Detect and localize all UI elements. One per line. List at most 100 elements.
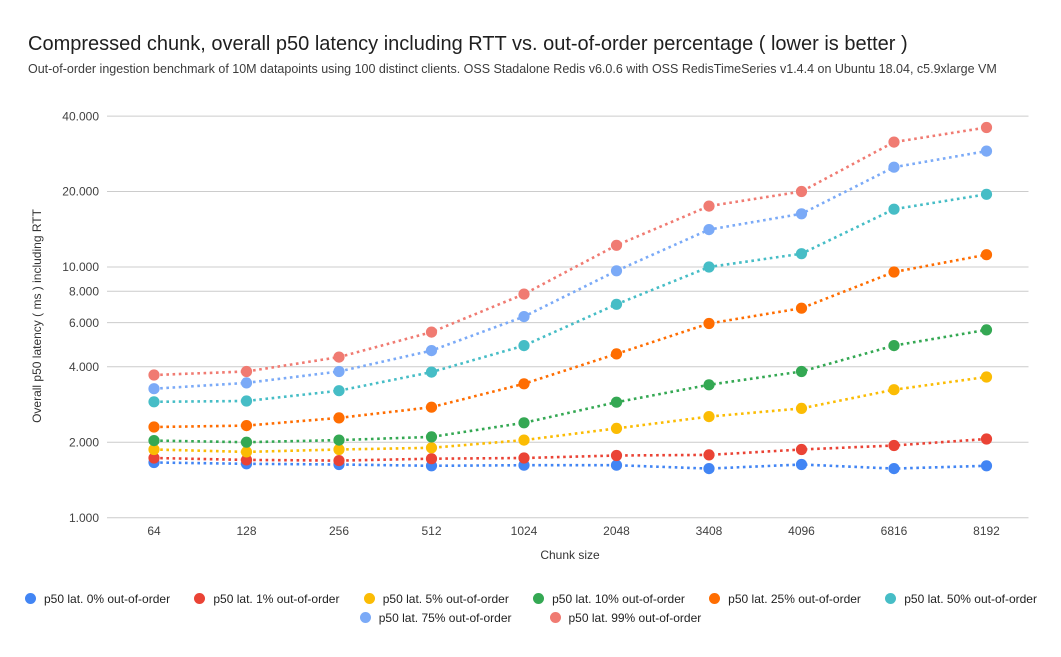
data-point [980, 433, 993, 445]
data-point [795, 248, 808, 260]
series-line-2 [153, 375, 987, 454]
latency-chart: 1.000 2.000 4.000 6.000 8.000 10.000 20.000 40.… [30, 109, 1029, 562]
series-line-7 [153, 126, 987, 377]
y-tick-label: 1.000 [69, 511, 99, 525]
data-point [610, 449, 623, 462]
data-point [795, 208, 808, 220]
legend-item-1: p50 lat. 1% out-of-order [194, 588, 339, 609]
y-tick-label: 6.000 [69, 316, 99, 330]
y-axis-title: Overall p50 latency ( ms ) including RTT [30, 208, 44, 423]
series-line-1 [153, 437, 987, 462]
data-point [240, 395, 253, 407]
data-point [980, 460, 993, 472]
legend-color-dot-icon [25, 593, 36, 604]
x-tick-label: 128 [236, 524, 256, 538]
data-point [703, 411, 715, 423]
data-point [795, 365, 808, 378]
data-point [333, 365, 345, 378]
data-point [980, 145, 993, 157]
data-point [333, 412, 345, 424]
x-tick-label: 2048 [603, 524, 630, 538]
data-point [333, 455, 345, 467]
legend-color-dot-icon [363, 593, 375, 604]
legend-item-6: p50 lat. 75% out-of-order [359, 607, 512, 628]
legend-label: p50 lat. 10% out-of-order [552, 591, 685, 606]
legend-label: p50 lat. 25% out-of-order [728, 591, 861, 606]
data-point [518, 417, 530, 429]
data-point [610, 422, 623, 434]
data-point [703, 449, 715, 461]
data-point [148, 443, 160, 456]
data-point [795, 185, 808, 198]
data-point [610, 239, 623, 251]
legend-color-dot-icon [359, 612, 371, 623]
data-point [703, 463, 715, 475]
series-line-3 [153, 328, 987, 444]
legend-label: p50 lat. 75% out-of-order [378, 610, 512, 625]
data-point [333, 385, 345, 397]
data-point [240, 420, 253, 432]
legend-color-dot-icon [885, 593, 897, 604]
data-point [240, 377, 253, 389]
data-point [980, 121, 993, 134]
legend-row-2: p50 lat. 75% out-of-order p50 lat. 99% ou… [0, 607, 1061, 628]
data-point [333, 443, 345, 456]
data-point [425, 442, 438, 454]
data-point [703, 224, 715, 236]
legend-label: p50 lat. 0% out-of-order [44, 591, 171, 606]
y-tick-label: 10.000 [62, 260, 99, 274]
legend-item-4: p50 lat. 25% out-of-order [709, 588, 861, 609]
data-point [148, 421, 160, 433]
data-point [703, 317, 715, 330]
data-point [240, 446, 253, 458]
data-point [888, 439, 900, 452]
x-tick-label: 256 [329, 524, 349, 538]
legend-label: p50 lat. 50% out-of-order [904, 591, 1037, 606]
data-point [795, 458, 808, 471]
legend-item-2: p50 lat. 5% out-of-order [363, 588, 509, 609]
data-point [148, 396, 160, 408]
data-point [518, 434, 530, 446]
data-point [980, 188, 993, 200]
data-point [518, 452, 530, 464]
data-point [518, 288, 530, 300]
data-point [148, 452, 160, 464]
y-tick-label: 2.000 [69, 435, 99, 449]
data-point [425, 401, 438, 413]
series-line-0 [153, 461, 987, 470]
data-point [518, 340, 530, 352]
legend-label: p50 lat. 1% out-of-order [213, 591, 340, 606]
data-point [425, 366, 438, 378]
x-tick-label: 8192 [973, 524, 1000, 538]
legend-label: p50 lat. 99% out-of-order [568, 610, 702, 625]
chart-subtitle: Out-of-order ingestion benchmark of 10M … [28, 62, 997, 76]
x-tick-label: 64 [147, 524, 161, 538]
data-point [888, 266, 900, 278]
data-point [795, 402, 808, 414]
data-point [240, 365, 253, 378]
legend-color-dot-icon [533, 593, 545, 604]
legend-item-7: p50 lat. 99% out-of-order [549, 607, 702, 628]
legend-item-3: p50 lat. 10% out-of-order [533, 588, 685, 609]
x-tick-label: 4096 [788, 524, 815, 538]
data-point [333, 351, 345, 363]
data-point [148, 435, 160, 447]
y-tick-label: 20.000 [62, 185, 99, 199]
data-point [888, 161, 900, 173]
data-point [425, 453, 438, 465]
x-axis-title: Chunk size [540, 548, 600, 562]
legend-item-5: p50 lat. 50% out-of-order [885, 588, 1037, 609]
data-point [703, 379, 715, 391]
data-point [518, 378, 530, 390]
series-line-4 [153, 253, 987, 429]
data-point [425, 345, 438, 357]
data-point [888, 463, 900, 475]
y-tick-label: 40.000 [62, 109, 99, 123]
data-point [980, 249, 993, 261]
legend-item-0: p50 lat. 0% out-of-order [25, 588, 170, 609]
data-point [610, 298, 623, 310]
x-tick-label: 1024 [511, 524, 538, 538]
data-point [333, 434, 345, 446]
x-tick-label: 3408 [696, 524, 723, 538]
